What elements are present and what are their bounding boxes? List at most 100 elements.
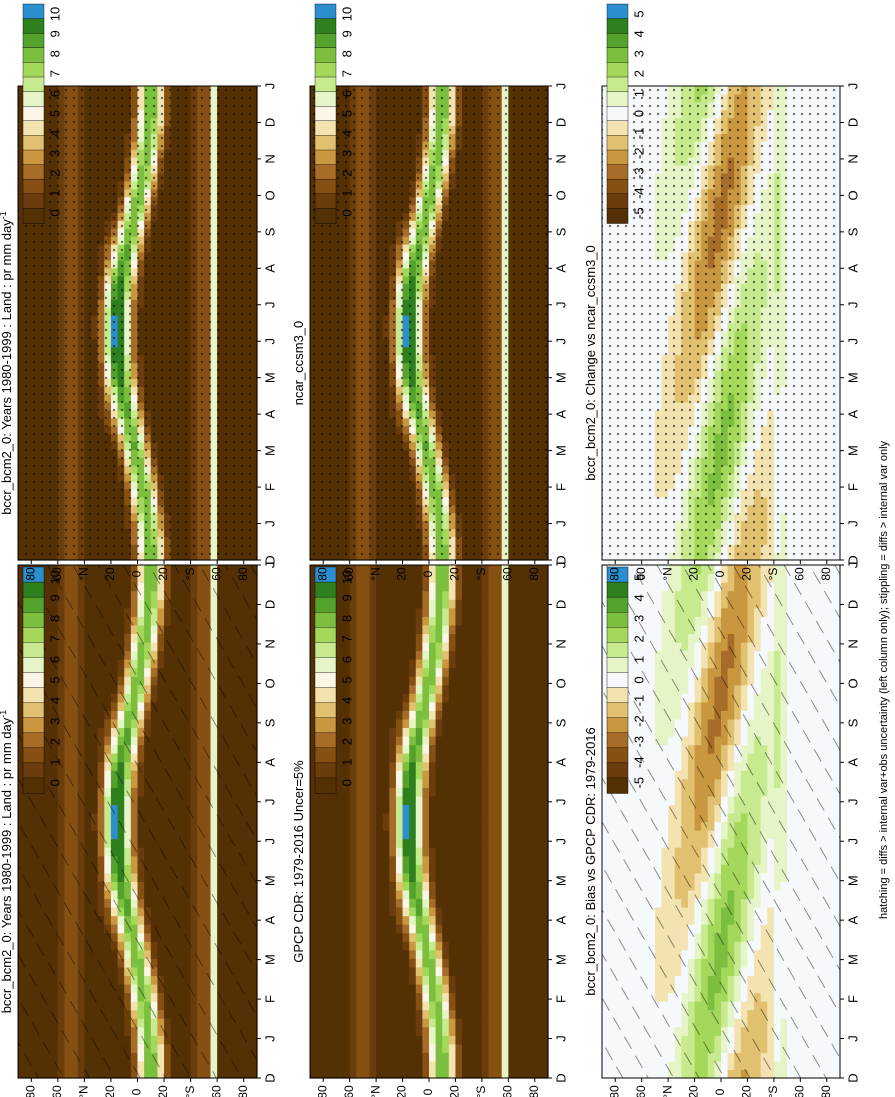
heatmap-cell [343,693,351,703]
heatmap-cell [409,804,417,814]
heatmap-cell [534,812,542,823]
heatmap-cell [501,565,509,575]
heatmap-cell [316,812,324,823]
heatmap-cell [541,821,549,831]
heatmap-cell [310,812,318,823]
heatmap-cell [422,915,430,925]
heatmap-cell [329,1069,338,1079]
heatmap-cell [343,1018,351,1028]
heatmap-cell [376,650,384,660]
heatmap-cell [541,736,549,746]
heatmap-cell [534,590,542,600]
heatmap-cell [336,992,344,1002]
heatmap-cell [362,744,371,754]
heatmap-cell [448,590,457,600]
heatmap-cell [369,983,377,994]
heatmap-cell [422,787,430,797]
heatmap-cell [521,599,529,609]
heatmap-cell [495,983,503,994]
heatmap-cell [442,633,450,643]
heatmap-cell [475,684,483,694]
heatmap-cell [343,855,351,865]
heatmap-cell [402,804,410,814]
heatmap-cell [501,1052,509,1062]
heatmap-cell [349,778,357,788]
heatmap-cell [455,787,463,797]
heatmap-cell [369,1052,377,1062]
heatmap-cell [468,787,476,797]
heatmap-cell [508,565,516,575]
heatmap-cell [521,710,529,720]
heatmap-cell [488,727,496,737]
heatmap-cell [514,872,523,882]
heatmap-cell [462,1060,470,1071]
heatmap-cell [448,872,457,882]
heatmap-cell [409,710,417,720]
heatmap-cell [349,607,357,617]
heatmap-cell [501,727,509,737]
heatmap-cell [323,907,331,917]
heatmap-cell [349,1043,357,1053]
heatmap-cell [481,1043,490,1053]
heatmap-cell [488,1069,496,1079]
heatmap-cell [343,667,351,677]
heatmap-cell [429,624,437,634]
heatmap-cell [343,812,351,823]
heatmap-cell [481,684,490,694]
colorbar-label: 3 [47,717,62,724]
heatmap-cell [402,736,410,746]
heatmap-cell [349,710,357,720]
heatmap-cell [442,838,450,848]
heatmap-cell [329,983,338,994]
heatmap-cell [455,941,463,951]
heatmap-cell [376,659,384,669]
heatmap-cell [481,932,490,942]
heatmap-cell [488,761,496,771]
heatmap-cell [349,958,357,968]
heatmap-cell [495,907,503,917]
heatmap-cell [462,744,470,754]
heatmap-cell [402,787,410,797]
heatmap-cell [435,753,443,763]
heatmap-cell [495,1052,503,1062]
heatmap-cell [442,787,450,797]
heatmap-cell [356,710,364,720]
heatmap-cell [429,770,437,780]
heatmap-cell [481,641,490,652]
heatmap-cell [395,787,404,797]
heatmap-cell [389,804,397,814]
heatmap-cell [310,881,318,891]
heatmap-cell [462,778,470,788]
heatmap-cell [343,864,351,874]
month-label: S [262,718,277,727]
heatmap-cell [514,693,523,703]
heatmap-cell [349,650,357,660]
heatmap-cell [541,975,549,985]
heatmap-cell [389,1018,397,1028]
panel-title-superscript: -1 [0,710,8,718]
heatmap-cell [362,958,371,968]
heatmap-cell [362,650,371,660]
heatmap-cell [382,1060,390,1071]
heatmap-cell [415,1026,423,1036]
heatmap-cell [323,795,331,805]
heatmap-cell [514,941,523,951]
heatmap-cell [422,718,430,729]
heatmap-cell [310,1018,318,1028]
heatmap-cell [343,573,351,583]
heatmap-cell [310,847,318,857]
heatmap-cell [329,1018,338,1028]
heatmap-cell [448,915,457,925]
heatmap-cell [336,855,344,865]
heatmap-cell [488,992,496,1002]
heatmap-cell [376,736,384,746]
heatmap-cell [514,847,523,857]
heatmap-cell [422,872,430,882]
heatmap-cell [528,983,536,994]
heatmap-cell [422,812,430,823]
heatmap-cell [395,975,404,985]
heatmap-cell [349,830,357,840]
heatmap-cell [343,872,351,882]
heatmap-cell [336,599,344,609]
heatmap-cell [508,676,516,686]
